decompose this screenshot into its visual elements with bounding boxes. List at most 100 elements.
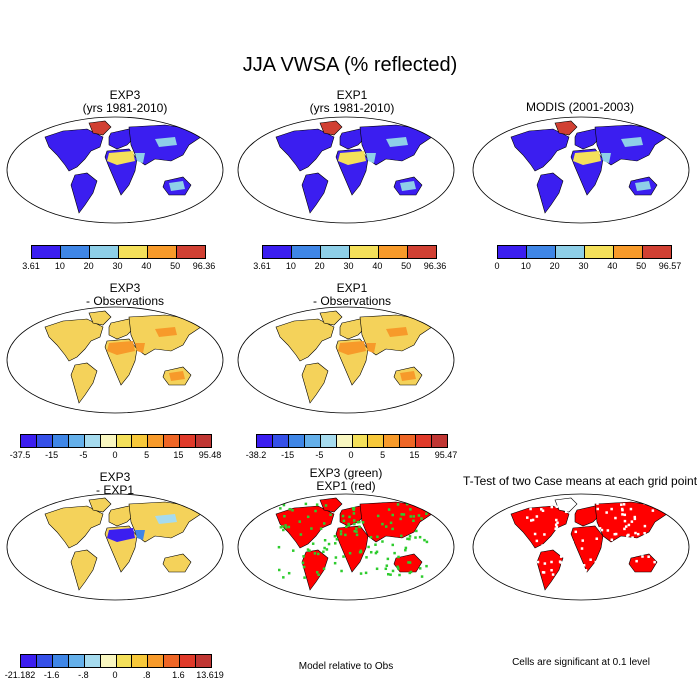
colorbar-swatch — [100, 435, 117, 447]
desert-gobi — [386, 137, 408, 147]
desert-arabia — [135, 343, 145, 353]
grid-cell — [325, 548, 329, 551]
grid-cell — [597, 560, 601, 563]
colorbar-swatch — [498, 246, 527, 258]
desert-gobi — [621, 137, 643, 147]
desert-aus — [169, 181, 185, 191]
colorbar-swatch — [272, 435, 289, 447]
grid-cell — [348, 551, 352, 555]
grid-cell — [284, 524, 287, 527]
grid-cell — [589, 558, 592, 561]
grid-cell — [386, 572, 390, 576]
colorbar-tick-label: 1.6 — [172, 670, 185, 680]
colorbar-swatch — [257, 435, 273, 447]
landmass-au — [162, 553, 192, 573]
landmass-na — [44, 505, 104, 549]
colorbar-swatch — [21, 655, 37, 667]
colorbar-swatch — [148, 435, 165, 447]
grid-cell — [303, 576, 306, 579]
grid-cell — [359, 572, 363, 575]
colorbar-swatch — [288, 435, 305, 447]
grid-cell — [635, 559, 638, 563]
grid-cell — [384, 567, 388, 571]
grid-cell — [651, 509, 655, 512]
map-border — [237, 306, 455, 414]
colorbar-swatch — [116, 655, 133, 667]
grid-cell — [322, 550, 325, 554]
grid-cell — [358, 520, 361, 524]
grid-cell — [381, 540, 384, 543]
grid-cell — [582, 564, 586, 567]
panel-title-line: MODIS (2001-2003) — [525, 100, 635, 114]
grid-cell — [284, 526, 288, 529]
colorbar-swatch — [416, 435, 433, 447]
grid-cell — [367, 545, 370, 549]
colorbar-tick-label: -21.182 — [4, 670, 36, 680]
landmass-sa — [301, 172, 329, 214]
colorbar-exp1 — [262, 245, 437, 259]
grid-cell — [524, 560, 527, 564]
grid-cell — [658, 521, 661, 524]
grid-cell — [323, 546, 326, 550]
grid-cell — [521, 552, 525, 555]
colorbar-tick-label: -1.6 — [43, 670, 60, 680]
colorbar-tick-label: 13.619 — [196, 670, 224, 680]
grid-cell — [341, 514, 345, 518]
colorbar-swatch — [336, 435, 353, 447]
colorbar-tick-label: 30 — [112, 261, 123, 271]
grid-cell — [355, 527, 358, 530]
colorbar-swatch — [196, 435, 212, 447]
desert-sahara — [338, 341, 366, 355]
grid-cell — [603, 559, 606, 562]
grid-cell — [277, 568, 281, 572]
map-exp1-minus-obs — [236, 305, 456, 415]
colorbar-swatch — [384, 435, 401, 447]
grid-cell — [558, 547, 561, 551]
panel-title-line: EXP3 — [99, 470, 131, 484]
panel-title-exp3: EXP3 (yrs 1981-2010) — [15, 89, 235, 115]
colorbar-tick-label: 20 — [83, 261, 94, 271]
grid-cell — [374, 543, 377, 546]
grid-cell — [580, 547, 584, 550]
grid-cell — [609, 561, 613, 564]
grid-cell — [631, 536, 634, 539]
colorbar-swatch — [84, 655, 101, 667]
colorbar-swatch — [132, 655, 149, 667]
grid-cell — [355, 530, 358, 533]
landmass-gr — [319, 120, 343, 136]
grid-cell — [605, 511, 608, 514]
grid-cell — [643, 531, 646, 535]
colorbar-swatch — [61, 246, 90, 258]
grid-cell — [609, 559, 613, 563]
grid-cell — [570, 543, 574, 547]
grid-cell — [526, 553, 530, 556]
map-exp1 — [236, 115, 456, 225]
desert-gobi — [155, 327, 177, 337]
map-modis — [471, 115, 691, 225]
grid-cell — [391, 569, 395, 573]
colorbar-tick-label: 15 — [173, 450, 184, 460]
landmass-gr — [88, 497, 112, 513]
grid-cell — [559, 555, 563, 558]
grid-cell — [515, 576, 519, 580]
landmass-na — [510, 505, 570, 549]
colorbar-tick-label: 5 — [144, 450, 150, 460]
grid-cell — [304, 502, 308, 506]
landmass-na — [44, 128, 104, 172]
grid-cell — [577, 562, 580, 566]
panel-subtitle-line: - Observations — [85, 294, 165, 308]
grid-cell — [420, 517, 423, 520]
colorbar-tick-label: -.8 — [78, 670, 89, 680]
grid-cell — [588, 573, 592, 577]
grid-cell — [655, 527, 658, 531]
colorbar-tick-label: -38.2 — [245, 450, 267, 460]
landmass-af — [335, 525, 369, 573]
grid-cell — [397, 555, 400, 559]
grid-cell — [384, 525, 388, 528]
colorbar-tick-label: 15 — [409, 450, 420, 460]
colorbar-swatch — [180, 655, 197, 667]
colorbar-swatch — [643, 246, 671, 258]
grid-cell — [521, 547, 525, 550]
colorbar-modis — [497, 245, 672, 259]
grid-cell — [555, 525, 559, 529]
